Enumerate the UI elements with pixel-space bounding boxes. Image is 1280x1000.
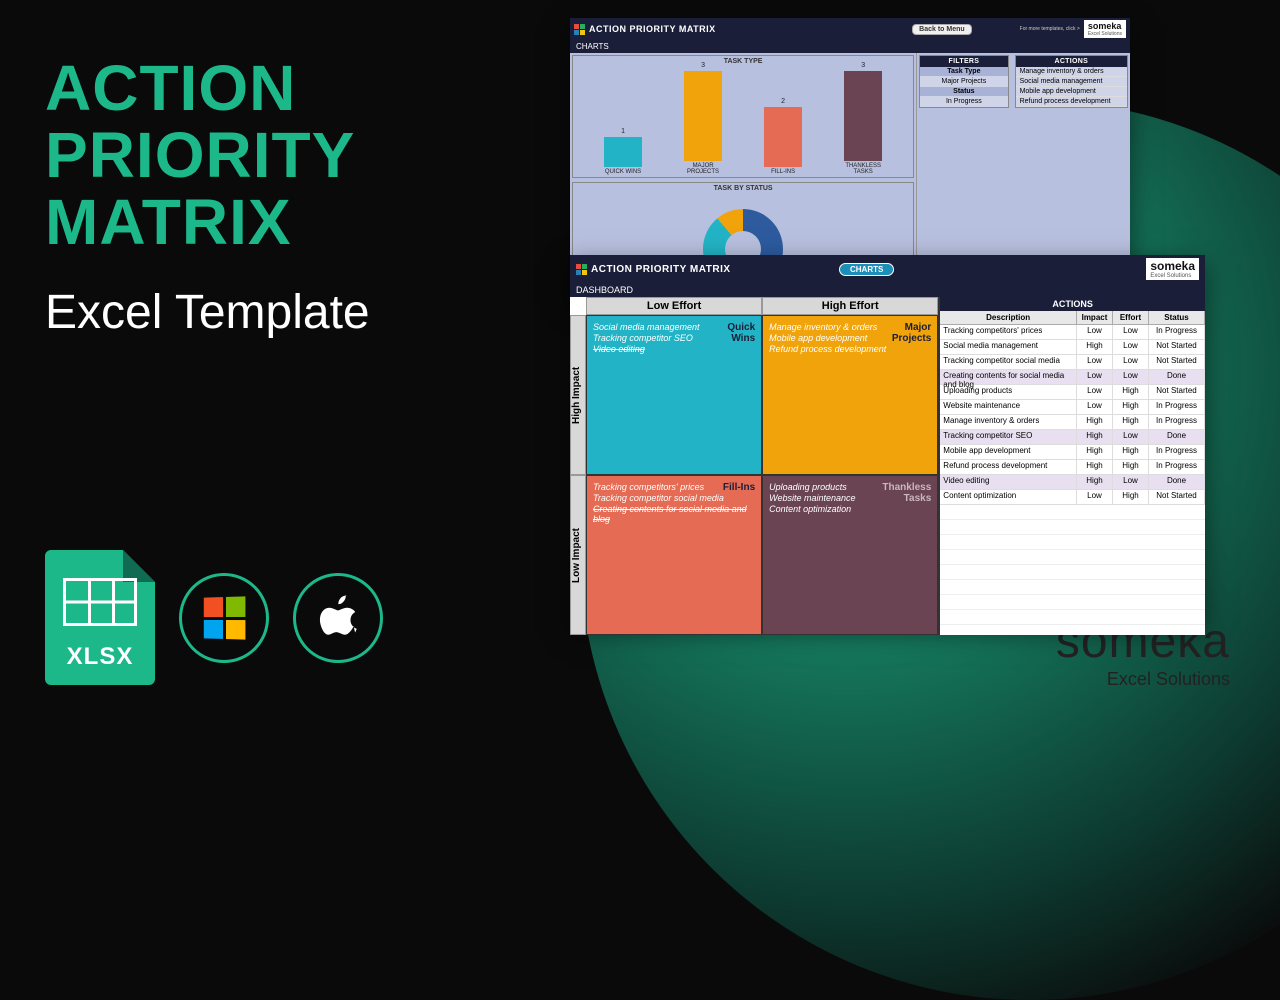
table-row[interactable]: Creating contents for social media and b… (940, 370, 1205, 385)
brand-tagline: Excel Solutions (1056, 669, 1230, 690)
filter-tasktype-label: Task Type (920, 67, 1007, 76)
quad-major-projects: MajorProjects Manage inventory & ordersM… (762, 315, 938, 475)
title-block: ACTION PRIORITY MATRIX Excel Template (45, 55, 370, 340)
someka-logo-mini: somekaExcel Solutions (1084, 20, 1126, 38)
table-row[interactable]: Tracking competitors' pricesLowLowIn Pro… (940, 325, 1205, 340)
tab-dashboard[interactable]: DASHBOARD (576, 285, 633, 295)
filter-status-label: Status (920, 87, 1007, 96)
col-low-effort: Low Effort (586, 297, 762, 315)
quad-task: Content optimization (769, 504, 931, 514)
task-type-bar-chart: 1QUICK WINS3MAJOR PROJECTS2FILL-INS3THAN… (573, 67, 913, 177)
filter-status-value[interactable]: In Progress (920, 96, 1007, 107)
charts-button[interactable]: CHARTS (839, 263, 894, 276)
table-row[interactable]: Tracking competitor SEOHighLowDone (940, 430, 1205, 445)
someka-logo-dash: somekaExcel Solutions (1146, 258, 1199, 280)
quad-task: Video editing (593, 344, 755, 354)
quad-task: Refund process development (769, 344, 931, 354)
quad-task: Tracking competitor social media (593, 493, 755, 503)
bar-item: 3MAJOR PROJECTS (678, 62, 728, 175)
action-item[interactable]: Social media management (1016, 77, 1127, 87)
title-subline: Excel Template (45, 285, 370, 340)
table-row[interactable]: Manage inventory & ordersHighHighIn Prog… (940, 415, 1205, 430)
table-row[interactable]: Social media managementHighLowNot Starte… (940, 340, 1205, 355)
title-line-3: MATRIX (45, 189, 370, 256)
sheet-title-dash: ACTION PRIORITY MATRIX (591, 264, 835, 275)
bar-item: 2FILL-INS (758, 98, 808, 175)
filters-header: FILTERS (920, 56, 1007, 67)
platform-icons: XLSX (45, 550, 383, 685)
bar-item: 3THANKLESS TASKS (838, 62, 888, 175)
task-status-title: TASK BY STATUS (573, 183, 913, 194)
th-effort: Effort (1113, 311, 1149, 324)
actions-list-mini: Manage inventory & ordersSocial media ma… (1016, 67, 1127, 107)
priority-matrix: Low Effort High Effort High Impact Quick… (570, 297, 938, 635)
windows-icon (179, 573, 269, 663)
sheet-title: ACTION PRIORITY MATRIX (589, 24, 908, 34)
th-status: Status (1149, 311, 1205, 324)
more-templates-link[interactable]: For more templates, click > (1020, 26, 1080, 32)
table-row[interactable]: Content optimizationLowHighNot Started (940, 490, 1205, 505)
table-row[interactable]: Uploading productsLowHighNot Started (940, 385, 1205, 400)
actions-header-mini: ACTIONS (1016, 56, 1127, 67)
action-item[interactable]: Mobile app development (1016, 87, 1127, 97)
xlsx-file-icon: XLSX (45, 550, 155, 685)
dashboard-screenshot: ACTION PRIORITY MATRIX CHARTS somekaExce… (570, 255, 1205, 625)
bar-item: 1QUICK WINS (598, 128, 648, 175)
tab-charts[interactable]: CHARTS (576, 42, 609, 51)
actions-header: ACTIONS (940, 297, 1205, 311)
app-icon (574, 24, 585, 35)
th-impact: Impact (1077, 311, 1113, 324)
row-high-impact: High Impact (570, 315, 586, 475)
apple-icon (293, 573, 383, 663)
quad-quick-wins: QuickWins Social media managementTrackin… (586, 315, 762, 475)
title-line-1: ACTION (45, 55, 370, 122)
filter-tasktype-value[interactable]: Major Projects (920, 76, 1007, 87)
title-line-2: PRIORITY (45, 122, 370, 189)
actions-table: ACTIONS Description Impact Effort Status… (938, 297, 1205, 635)
quad-task: Creating contents for social media and b… (593, 504, 755, 524)
app-icon (576, 264, 587, 275)
action-item[interactable]: Manage inventory & orders (1016, 67, 1127, 77)
table-row[interactable]: Video editingHighLowDone (940, 475, 1205, 490)
col-high-effort: High Effort (762, 297, 938, 315)
th-description: Description (940, 311, 1077, 324)
row-low-impact: Low Impact (570, 475, 586, 635)
table-row[interactable]: Website maintenanceLowHighIn Progress (940, 400, 1205, 415)
action-item[interactable]: Refund process development (1016, 97, 1127, 107)
table-row[interactable]: Mobile app developmentHighHighIn Progres… (940, 445, 1205, 460)
quad-thankless-tasks: ThanklessTasks Uploading productsWebsite… (762, 475, 938, 635)
table-row[interactable]: Refund process developmentHighHighIn Pro… (940, 460, 1205, 475)
table-row[interactable]: Tracking competitor social mediaLowLowNo… (940, 355, 1205, 370)
back-button[interactable]: Back to Menu (912, 24, 972, 35)
quad-fill-ins: Fill-Ins Tracking competitors' pricesTra… (586, 475, 762, 635)
xlsx-label: XLSX (45, 643, 155, 671)
